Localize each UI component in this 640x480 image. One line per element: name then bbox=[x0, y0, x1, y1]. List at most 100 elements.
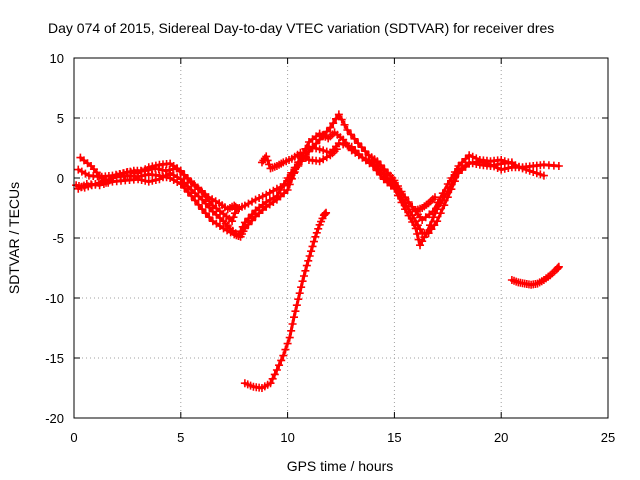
data-point bbox=[240, 218, 249, 227]
data-point bbox=[290, 313, 299, 322]
data-point bbox=[312, 228, 321, 237]
data-point bbox=[314, 224, 323, 233]
data-point bbox=[251, 195, 260, 204]
data-point bbox=[234, 231, 243, 240]
data-point bbox=[268, 374, 277, 383]
data-point bbox=[276, 186, 285, 194]
data-point bbox=[397, 187, 406, 196]
x-tick-label: 25 bbox=[601, 430, 615, 445]
data-point bbox=[401, 193, 410, 202]
grid-lines bbox=[74, 58, 608, 418]
data-point bbox=[299, 272, 308, 280]
x-tick-label: 20 bbox=[494, 430, 508, 445]
data-point bbox=[281, 345, 290, 354]
data-point bbox=[322, 208, 331, 217]
series-pass-c bbox=[74, 128, 516, 250]
data-point bbox=[263, 156, 272, 165]
data-point bbox=[275, 361, 284, 370]
data-point bbox=[334, 139, 343, 148]
data-point bbox=[294, 158, 303, 167]
data-point bbox=[426, 221, 434, 230]
data-point bbox=[205, 203, 214, 212]
x-axis-label: GPS time / hours bbox=[287, 458, 394, 474]
data-point bbox=[436, 209, 445, 218]
data-point bbox=[234, 205, 243, 214]
data-point bbox=[450, 173, 459, 182]
series-pass-e bbox=[257, 145, 341, 173]
x-tick-label: 0 bbox=[70, 430, 77, 445]
data-point bbox=[301, 266, 310, 275]
data-point bbox=[236, 227, 245, 236]
data-point bbox=[532, 169, 541, 178]
data-point bbox=[305, 252, 314, 260]
data-point bbox=[525, 166, 534, 175]
data-point bbox=[539, 171, 548, 180]
data-point bbox=[201, 199, 210, 208]
data-point bbox=[308, 143, 317, 152]
data-point bbox=[390, 176, 399, 185]
data-point bbox=[413, 230, 422, 238]
data-point bbox=[329, 119, 338, 128]
data-point bbox=[337, 115, 346, 124]
data-point bbox=[287, 168, 296, 177]
y-tick-label: 10 bbox=[50, 51, 64, 66]
data-point bbox=[376, 161, 385, 170]
data-point bbox=[319, 146, 328, 155]
data-point bbox=[295, 289, 304, 298]
x-tick-label: 5 bbox=[177, 430, 184, 445]
y-tick-label: -5 bbox=[52, 231, 64, 246]
data-point bbox=[408, 218, 417, 226]
series-pass-h bbox=[507, 262, 563, 289]
chart-title: Day 074 of 2015, Sidereal Day-to-day VTE… bbox=[48, 20, 554, 36]
data-point bbox=[332, 145, 341, 154]
data-point bbox=[290, 163, 299, 172]
data-point bbox=[272, 366, 281, 374]
data-point bbox=[404, 198, 413, 206]
data-point bbox=[205, 213, 214, 222]
data-point bbox=[440, 193, 449, 202]
data-point bbox=[229, 213, 238, 222]
data-point bbox=[436, 199, 445, 208]
data-point bbox=[272, 192, 281, 200]
series-pass-b bbox=[76, 110, 548, 226]
data-point bbox=[380, 165, 389, 174]
data-point bbox=[183, 182, 192, 191]
data-point bbox=[422, 229, 431, 238]
data-point bbox=[515, 162, 523, 171]
data-point bbox=[277, 356, 286, 365]
data-point bbox=[430, 193, 439, 202]
data-point bbox=[326, 123, 335, 132]
data-point bbox=[238, 222, 247, 231]
data-point bbox=[429, 213, 438, 222]
data-point bbox=[554, 262, 563, 271]
data-point bbox=[433, 217, 442, 226]
data-point bbox=[376, 170, 385, 179]
y-tick-label: -20 bbox=[45, 411, 64, 426]
data-point bbox=[408, 202, 417, 211]
data-point bbox=[390, 184, 399, 193]
data-point bbox=[411, 224, 420, 233]
data-point bbox=[414, 235, 423, 244]
y-tick-label: 5 bbox=[57, 111, 64, 126]
data-point bbox=[104, 178, 113, 187]
x-tick-label: 10 bbox=[280, 430, 294, 445]
data-point bbox=[297, 283, 306, 292]
data-point bbox=[180, 178, 189, 187]
data-point bbox=[288, 320, 297, 328]
data-point bbox=[443, 187, 452, 196]
data-point bbox=[357, 143, 366, 152]
data-point bbox=[294, 295, 303, 304]
data-point bbox=[393, 191, 402, 200]
data-point bbox=[401, 205, 410, 214]
data-point bbox=[255, 194, 264, 202]
data-point bbox=[529, 168, 538, 176]
data-point bbox=[554, 162, 563, 170]
data-point bbox=[404, 211, 413, 220]
data-point bbox=[270, 370, 279, 379]
series-pass-f bbox=[411, 193, 439, 215]
data-point bbox=[285, 333, 294, 342]
data-point bbox=[536, 170, 545, 179]
data-point bbox=[372, 166, 381, 175]
data-point bbox=[373, 157, 382, 166]
